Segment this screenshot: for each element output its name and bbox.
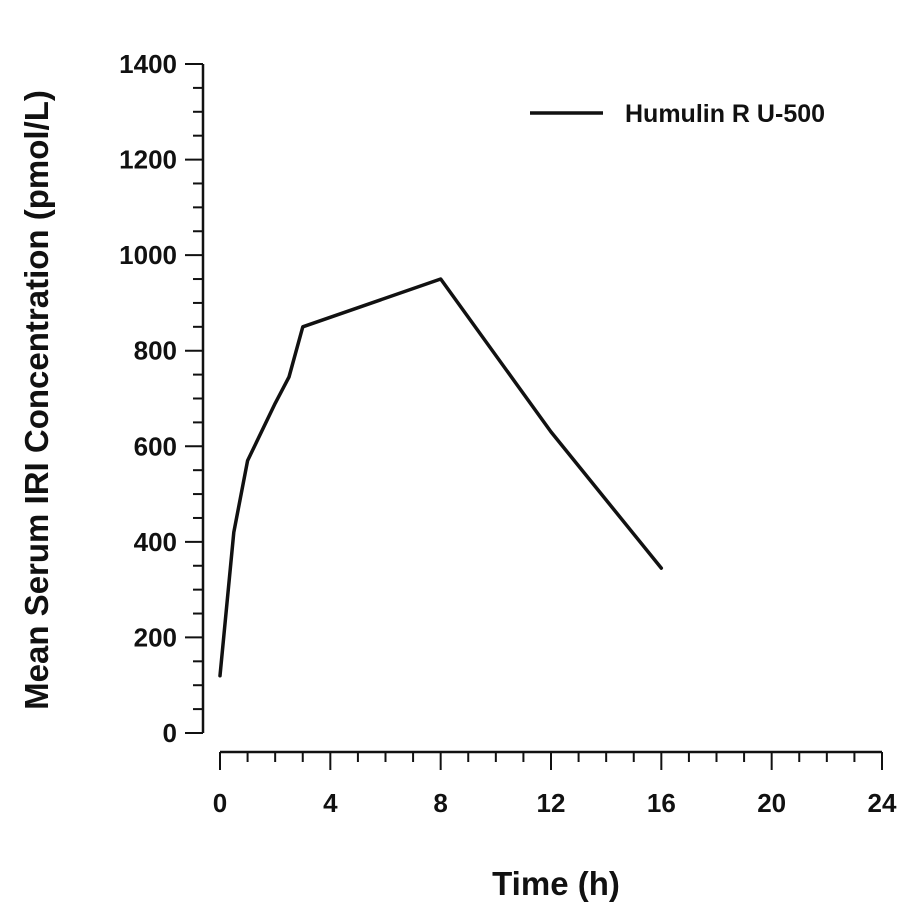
y-tick-label: 800 xyxy=(134,336,177,366)
x-tick-label: 24 xyxy=(868,788,897,818)
y-tick-label: 0 xyxy=(163,718,177,748)
x-tick-label: 12 xyxy=(537,788,566,818)
series-line xyxy=(218,277,664,678)
y-tick-label: 1400 xyxy=(119,49,177,79)
y-tick-label: 600 xyxy=(134,431,177,461)
plot-series xyxy=(218,277,664,678)
y-tick-label: 1000 xyxy=(119,240,177,270)
y-axis-title: Mean Serum IRI Concentration (pmol/L) xyxy=(18,90,55,710)
y-tick-label: 200 xyxy=(134,622,177,652)
y-axis: 0 200 400 600 800 1000 1200 1400 xyxy=(119,49,205,748)
x-tick-label: 20 xyxy=(757,788,786,818)
x-tick-label: 0 xyxy=(213,788,227,818)
x-ticks: 0 4 8 12 16 20 24 xyxy=(213,752,897,818)
legend-label: Humulin R U-500 xyxy=(625,100,825,128)
x-axis-title: Time (h) xyxy=(492,865,620,902)
legend: Humulin R U-500 xyxy=(530,100,825,128)
y-tick-label: 400 xyxy=(134,527,177,557)
x-tick-label: 4 xyxy=(323,788,338,818)
x-tick-label: 16 xyxy=(647,788,676,818)
y-ticks: 0 200 400 600 800 1000 1200 1400 xyxy=(119,49,203,748)
x-axis: 0 4 8 12 16 20 24 xyxy=(213,750,897,818)
x-tick-label: 8 xyxy=(433,788,447,818)
y-tick-label: 1200 xyxy=(119,145,177,175)
